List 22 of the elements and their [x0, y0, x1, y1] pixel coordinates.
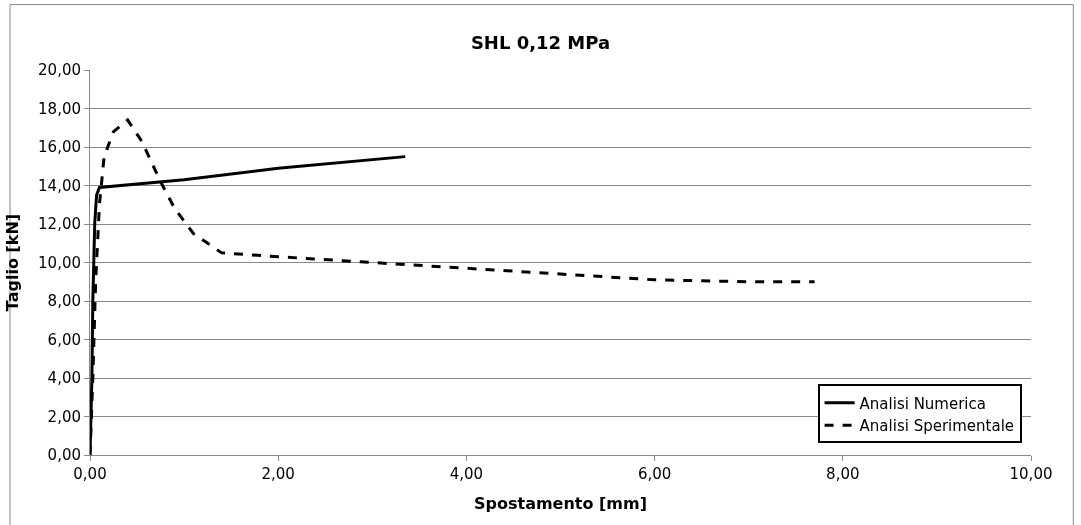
y-tick-label: 20,00 — [38, 61, 81, 80]
y-tick-label: 2,00 — [47, 407, 81, 426]
legend-label: Analisi Numerica — [859, 394, 986, 413]
y-tick-label: 6,00 — [47, 330, 81, 349]
y-tick-label: 4,00 — [47, 369, 81, 388]
y-tick-label: 16,00 — [38, 138, 81, 157]
x-axis-title: Spostamento [mm] — [473, 493, 648, 513]
x-tick-label: 8,00 — [826, 465, 860, 483]
y-axis-title: Taglio [kN] — [2, 213, 22, 312]
x-tick-label: 2,00 — [261, 465, 295, 483]
legend-label: Analisi Sperimentale — [859, 417, 1015, 436]
x-tick-label: 6,00 — [637, 465, 672, 483]
y-tick-label: 8,00 — [47, 292, 81, 311]
y-tick-label: 12,00 — [38, 215, 81, 234]
x-tick-label: 10,00 — [1009, 465, 1053, 483]
y-tick-label: 0,00 — [47, 446, 81, 465]
chart-title: SHL 0,12 MPa — [470, 32, 611, 54]
y-tick-label: 14,00 — [38, 176, 81, 195]
y-tick-label: 10,00 — [38, 253, 81, 272]
x-tick-label: 0,00 — [73, 465, 107, 483]
x-tick-label: 4,00 — [449, 465, 484, 483]
y-tick-label: 18,00 — [38, 99, 81, 118]
